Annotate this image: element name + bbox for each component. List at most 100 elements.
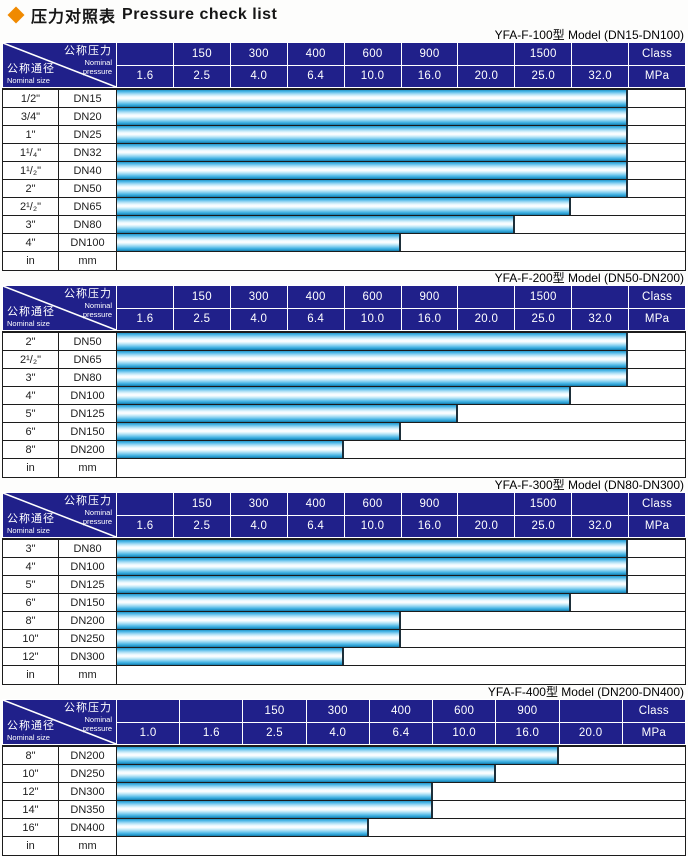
mpa-header-cell: 2.5 — [243, 722, 306, 744]
table-row: 1" DN25 — [3, 126, 685, 144]
table-row: 3" DN80 — [3, 216, 685, 234]
class-header-cell — [572, 43, 629, 65]
class-header-row: 150 300 400 600 900 1500 Class — [117, 493, 686, 515]
table-row: 6" DN150 — [3, 423, 685, 441]
class-header-cell: 300 — [306, 700, 369, 722]
size-cell: 2¹/₂" — [3, 351, 59, 368]
diagonal-divider-icon — [3, 43, 116, 87]
pressure-axis-label: 公称压力 Nominal pressure — [64, 495, 112, 526]
bar-zone — [117, 423, 685, 440]
dn-cell: DN250 — [59, 765, 117, 782]
mpa-column-label: MPa — [629, 65, 686, 87]
class-header-cell: 900 — [496, 700, 559, 722]
mpa-header-cell: 25.0 — [515, 65, 572, 87]
diagonal-divider-icon — [3, 286, 116, 330]
mpa-column-label: MPa — [622, 722, 685, 744]
table-row: 3" DN80 — [3, 369, 685, 387]
class-column-label: Class — [622, 700, 685, 722]
pressure-range-bar — [117, 441, 345, 458]
bar-zone — [117, 126, 685, 143]
mpa-header-cell: 20.0 — [559, 722, 622, 744]
size-cell: 4" — [3, 387, 59, 404]
size-cell: 6" — [3, 423, 59, 440]
bar-zone — [117, 747, 685, 764]
table-row: 2¹/₂" DN65 — [3, 198, 685, 216]
table-row: 10" DN250 — [3, 630, 685, 648]
unit-size-cell: in — [3, 666, 59, 684]
class-header-cell: 1500 — [515, 43, 572, 65]
pressure-label-en1: Nominal — [84, 508, 112, 518]
dn-cell: DN350 — [59, 801, 117, 818]
mpa-header-cell: 16.0 — [401, 65, 458, 87]
pressure-range-bar — [117, 630, 401, 647]
pressure-range-bar — [117, 612, 401, 629]
mpa-header-cell: 16.0 — [401, 308, 458, 330]
class-header-cell — [572, 286, 629, 308]
pressure-range-bar — [117, 765, 496, 782]
table-row: 3" DN80 — [3, 540, 685, 558]
table-body: 3" DN80 4" DN100 5" DN125 6" DN150 8" DN200 10" DN2… — [2, 538, 686, 685]
size-cell: 3" — [3, 216, 59, 233]
size-cell: 10" — [3, 765, 59, 782]
bar-zone — [117, 801, 685, 818]
mpa-header-row: 1.0 1.6 2.5 4.0 6.4 10.0 16.0 20.0 MPa — [117, 722, 685, 744]
size-label-en: Nominal size — [7, 526, 50, 535]
class-header-cell: 400 — [369, 700, 433, 722]
table-row: 4" DN100 — [3, 234, 685, 252]
dn-cell: DN200 — [59, 441, 117, 458]
dn-cell: DN125 — [59, 576, 117, 593]
class-header-cell — [117, 700, 180, 722]
mpa-header-cell: 20.0 — [458, 515, 515, 537]
table-row: 1¹/₂" DN40 — [3, 162, 685, 180]
dn-cell: DN200 — [59, 612, 117, 629]
pressure-label-zh: 公称压力 — [64, 702, 112, 714]
mpa-header-row: 1.6 2.5 4.0 6.4 10.0 16.0 20.0 25.0 32.0 MPa — [117, 515, 686, 537]
dn-cell: DN32 — [59, 144, 117, 161]
size-label-en: Nominal size — [7, 733, 50, 742]
size-cell: 2¹/₂" — [3, 198, 59, 215]
table-row: 8" DN200 — [3, 747, 685, 765]
size-cell: 3" — [3, 540, 59, 557]
unit-dn-cell: mm — [59, 252, 117, 270]
size-cell: 8" — [3, 747, 59, 764]
class-header-cell: 900 — [401, 43, 458, 65]
class-header-cell: 150 — [173, 43, 230, 65]
table-row: 10" DN250 — [3, 765, 685, 783]
unit-size-cell: in — [3, 837, 59, 855]
bar-zone — [117, 540, 685, 557]
class-header-cell: 600 — [433, 700, 496, 722]
table-row: 4" DN100 — [3, 387, 685, 405]
table-body: 1/2" DN15 3/4" DN20 1" DN25 1¹/₄" DN32 1¹/₂" DN40… — [2, 88, 686, 271]
header-grid: 150 300 400 600 900 1500 Class 1.6 2.5 4.0 6.4 10.… — [117, 493, 686, 537]
class-header-cell — [572, 493, 629, 515]
class-header-cell — [458, 286, 515, 308]
dn-cell: DN65 — [59, 351, 117, 368]
mpa-header-cell: 2.5 — [173, 65, 230, 87]
pressure-range-bar — [117, 351, 629, 368]
pressure-range-bar — [117, 369, 629, 386]
unit-size-cell: in — [3, 252, 59, 270]
dn-cell: DN50 — [59, 333, 117, 350]
table-row: 14" DN350 — [3, 801, 685, 819]
table-row: 5" DN125 — [3, 405, 685, 423]
dn-cell: DN40 — [59, 162, 117, 179]
mpa-header-cell: 20.0 — [458, 308, 515, 330]
pressure-range-bar — [117, 819, 370, 836]
table-row: 3/4" DN20 — [3, 108, 685, 126]
mpa-header-cell: 6.4 — [287, 65, 344, 87]
size-cell: 2" — [3, 333, 59, 350]
mpa-header-cell: 25.0 — [515, 308, 572, 330]
pressure-range-bar — [117, 90, 629, 107]
class-header-cell: 600 — [344, 43, 401, 65]
table-body: 2" DN50 2¹/₂" DN65 3" DN80 4" DN100 5" DN125 6" DN1… — [2, 331, 686, 478]
mpa-header-cell: 20.0 — [458, 65, 515, 87]
class-header-cell: 300 — [230, 43, 287, 65]
table-header: 公称压力 Nominal pressure 公称通径 Nominal size … — [2, 699, 686, 745]
pressure-range-bar — [117, 126, 629, 143]
size-cell: 1/2" — [3, 90, 59, 107]
class-header-row: 150 300 400 600 900 1500 Class — [117, 43, 686, 65]
class-header-cell: 150 — [173, 493, 230, 515]
bar-zone — [117, 630, 685, 647]
table-header: 公称压力 Nominal pressure 公称通径 Nominal size … — [2, 42, 686, 88]
